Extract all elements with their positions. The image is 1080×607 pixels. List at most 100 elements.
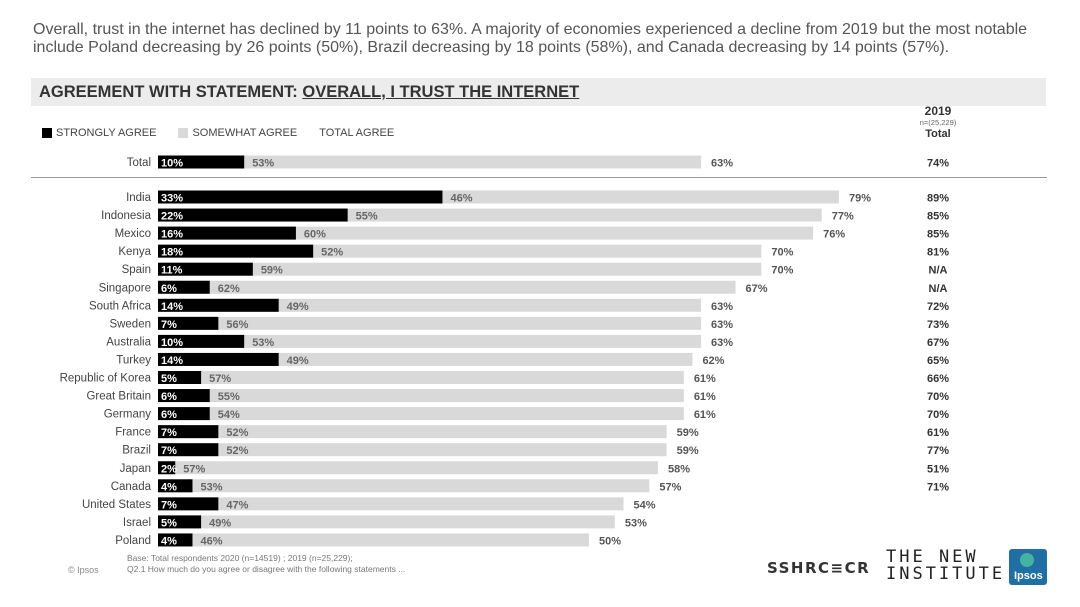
data-label-strong-united-states: 7% [161, 499, 177, 511]
data-label-total-brazil: 59% [677, 445, 699, 457]
data-label-total-poland: 50% [599, 535, 621, 547]
data-label-somewhat-mexico: 60% [304, 229, 326, 241]
category-label-poland: Poland [115, 535, 151, 547]
data-label-strong-japan: 2% [161, 463, 177, 475]
data-label-somewhat-sweden: 56% [226, 319, 248, 331]
data-label-total-south-africa: 63% [711, 301, 733, 313]
data-label-somewhat-great-britain: 55% [218, 391, 240, 403]
data-label-strong-mexico: 16% [161, 229, 183, 241]
data-label-somewhat-germany: 54% [218, 409, 240, 421]
legend-strongly-agree: STRONGLY AGREE [42, 127, 156, 139]
y2019-value-kenya: 81% [927, 247, 949, 259]
data-label-total-australia: 63% [711, 337, 733, 349]
bar-somewhat-australia [158, 334, 702, 348]
data-label-total-sweden: 63% [711, 319, 733, 331]
footer-question: Q2.1 How much do you agree or disagree w… [127, 564, 406, 574]
data-label-total-israel: 53% [625, 517, 647, 529]
bar-strong-france [158, 425, 219, 439]
data-label-strong-brazil: 7% [161, 445, 177, 457]
bar-strong-great-britain [158, 389, 210, 403]
category-label-turkey: Turkey [116, 354, 151, 366]
bar-strong-mexico [158, 226, 296, 240]
data-label-somewhat-israel: 49% [209, 517, 231, 529]
data-label-strong-turkey: 14% [161, 355, 183, 367]
bar-strong-australia [158, 334, 245, 348]
data-label-somewhat-france: 52% [226, 427, 248, 439]
data-label-total-turkey: 62% [702, 355, 724, 367]
data-label-somewhat-singapore: 62% [218, 283, 240, 295]
chart-header-title: AGREEMENT WITH STATEMENT: OVERALL, I TRU… [39, 83, 579, 102]
data-label-total-spain: 70% [771, 265, 793, 277]
data-label-strong-france: 7% [161, 427, 177, 439]
bar-strong-kenya [158, 244, 314, 258]
legend-somewhat-agree: SOMEWHAT AGREE [178, 127, 297, 139]
footer-base: Base: Total respondents 2020 (n=14519) ;… [127, 553, 353, 563]
data-label-strong-germany: 6% [161, 409, 177, 421]
category-label-japan: Japan [120, 463, 151, 475]
data-label-total-india: 79% [849, 193, 871, 205]
chart-legend: STRONGLY AGREE SOMEWHAT AGREE TOTAL AGRE… [42, 127, 416, 139]
new-institute-logo: THE NEW INSTITUTE [886, 549, 1005, 583]
y2019-value-germany: 70% [927, 409, 949, 421]
bar-somewhat-mexico [158, 226, 814, 240]
data-label-somewhat-turkey: 49% [287, 355, 309, 367]
category-label-mexico: Mexico [115, 228, 151, 240]
data-label-somewhat-united-states: 47% [226, 499, 248, 511]
category-label-great-britain: Great Britain [86, 391, 151, 403]
data-label-total-great-britain: 61% [694, 391, 716, 403]
data-label-strong-australia: 10% [161, 337, 183, 349]
bar-somewhat-united-states [158, 497, 624, 511]
bar-strong-poland [158, 533, 193, 547]
data-label-somewhat-total: 53% [252, 158, 274, 170]
data-label-total-republic-of-korea: 61% [694, 373, 716, 385]
header-statement: OVERALL, I TRUST THE INTERNET [302, 83, 580, 101]
bar-strong-sweden [158, 316, 219, 330]
data-label-strong-kenya: 18% [161, 247, 183, 259]
bar-strong-india [158, 190, 443, 204]
footer-notes: Base: Total respondents 2020 (n=14519) ;… [127, 553, 405, 575]
y2019-value-singapore: N/A [929, 283, 948, 295]
data-label-strong-spain: 11% [161, 265, 183, 277]
category-label-singapore: Singapore [99, 282, 151, 294]
data-label-total-indonesia: 77% [832, 211, 854, 223]
bar-strong-brazil [158, 443, 219, 457]
bar-somewhat-spain [158, 262, 762, 276]
bar-strong-japan [158, 461, 176, 475]
ipsos-logo-text: Ipsos [1014, 570, 1043, 582]
year-column-header: 2019 n=(25,229) Total [910, 105, 966, 141]
bar-somewhat-turkey [158, 352, 693, 366]
data-label-strong-sweden: 7% [161, 319, 177, 331]
data-label-strong-great-britain: 6% [161, 391, 177, 403]
bar-strong-singapore [158, 280, 210, 294]
category-label-spain: Spain [122, 264, 151, 276]
data-label-strong-singapore: 6% [161, 283, 177, 295]
data-label-total-canada: 57% [659, 481, 681, 493]
category-label-total: Total [127, 157, 151, 169]
category-label-israel: Israel [123, 517, 151, 529]
y2019-value-india: 89% [927, 193, 949, 205]
data-label-total-france: 59% [677, 427, 699, 439]
data-label-strong-israel: 5% [161, 517, 177, 529]
data-label-somewhat-poland: 46% [200, 535, 222, 547]
bar-somewhat-total [158, 155, 702, 169]
category-label-kenya: Kenya [118, 246, 151, 258]
data-label-strong-total: 10% [161, 158, 183, 170]
data-label-strong-indonesia: 22% [161, 211, 183, 223]
y2019-value-total: 74% [927, 158, 949, 170]
category-label-sweden: Sweden [109, 318, 151, 330]
y2019-value-sweden: 73% [927, 319, 949, 331]
legend-total-label: TOTAL AGREE [319, 127, 395, 139]
divider-line [31, 177, 1047, 178]
year-2019-total-label: Total [925, 128, 951, 140]
intro-text: Overall, trust in the internet has decli… [33, 21, 1028, 56]
bar-somewhat-singapore [158, 280, 736, 294]
data-label-somewhat-republic-of-korea: 57% [209, 373, 231, 385]
bar-somewhat-south-africa [158, 298, 702, 312]
bar-strong-united-states [158, 497, 219, 511]
data-label-somewhat-canada: 53% [200, 481, 222, 493]
data-label-somewhat-brazil: 52% [226, 445, 248, 457]
y2019-value-japan: 51% [927, 463, 949, 475]
bar-strong-republic-of-korea [158, 371, 202, 384]
legend-swatch-somewhat [178, 128, 189, 138]
y2019-value-canada: 71% [927, 481, 949, 493]
